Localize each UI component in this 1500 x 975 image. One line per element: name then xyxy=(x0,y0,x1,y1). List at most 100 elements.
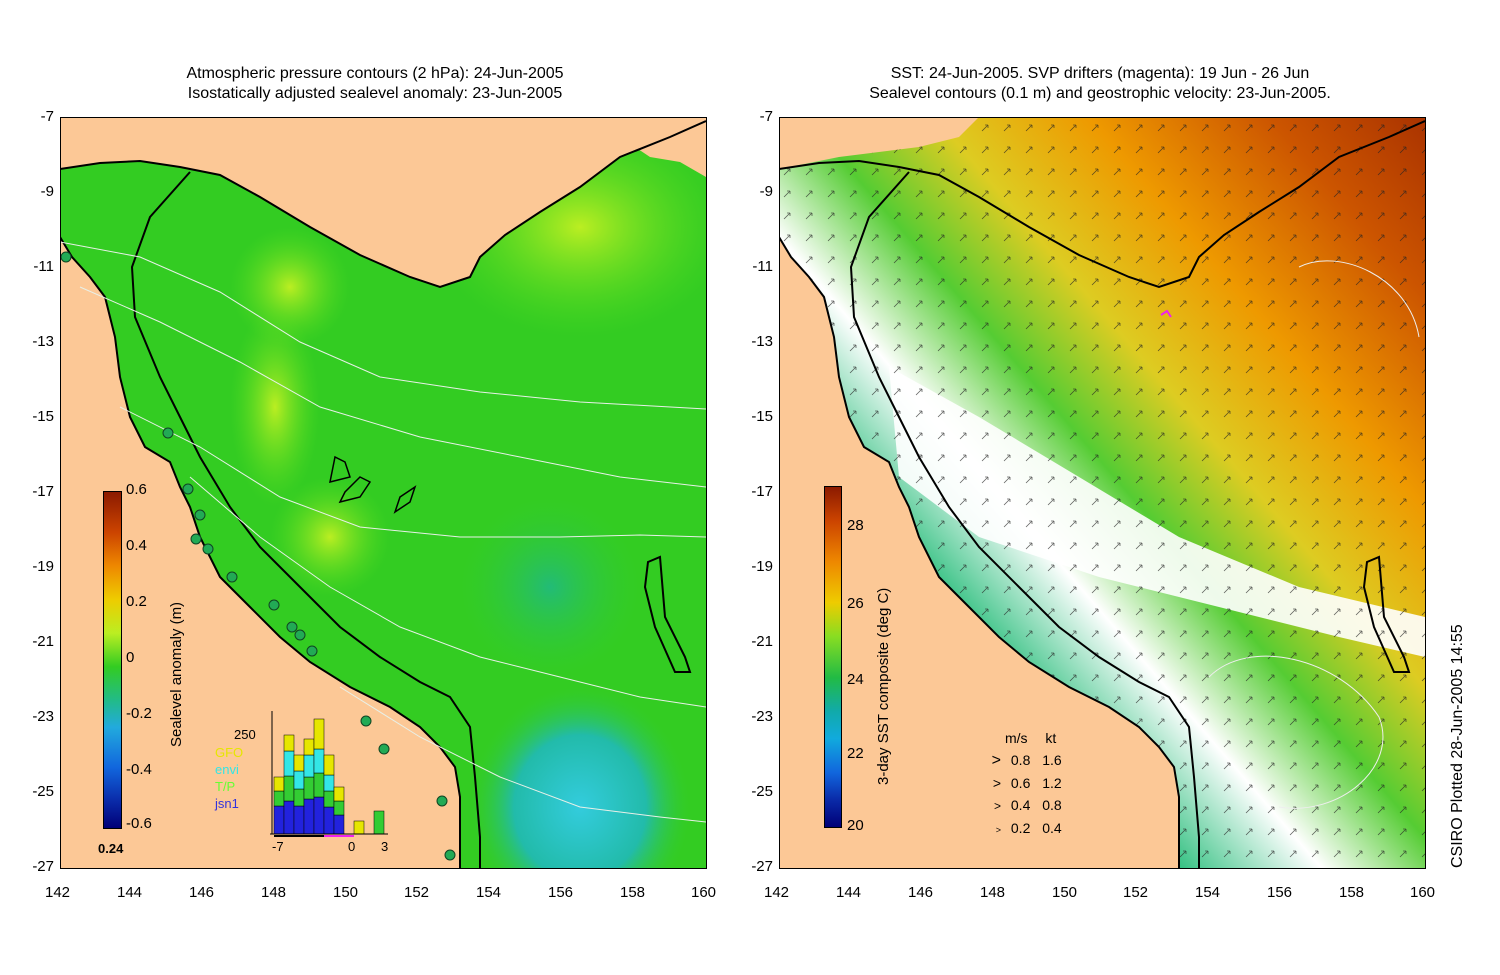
island-new-caledonia xyxy=(643,555,692,673)
left-colorbar-ticks: 0.6 0.4 0.2 0 -0.2 -0.4 -0.6 xyxy=(126,481,176,841)
legend-envi: envi xyxy=(215,762,239,777)
right-xtick-1: 144 xyxy=(836,884,862,901)
histogram-top-label: 250 xyxy=(234,727,256,742)
velocity-key-row-3: > 0.2 0.4 xyxy=(975,817,1062,841)
right-title-line2: Sealevel contours (0.1 m) and geostrophi… xyxy=(869,85,1331,102)
velocity-key-ms: m/s xyxy=(1005,730,1028,746)
left-xtick-3: 148 xyxy=(261,884,287,901)
left-xtick-0: 142 xyxy=(45,884,71,901)
right-cbar-tick-1: 26 xyxy=(847,595,864,612)
right-xtick-8: 158 xyxy=(1339,884,1365,901)
pressure-contour-4 xyxy=(189,476,706,708)
right-xtick-9: 160 xyxy=(1410,884,1436,901)
velocity-key-ms-1: 0.6 xyxy=(1010,775,1031,791)
tide-gauge-markers xyxy=(60,251,456,861)
left-ytick-9: -25 xyxy=(32,783,54,800)
left-cbar-tick-6: -0.6 xyxy=(126,815,152,832)
left-xtick-4: 150 xyxy=(333,884,359,901)
velocity-key-ms-2: 0.4 xyxy=(1010,797,1031,813)
right-colorbar-ticks: 28 26 24 22 20 xyxy=(847,517,887,837)
pressure-contour-1 xyxy=(60,241,706,410)
anomaly-cyan-s xyxy=(470,687,690,868)
arrow-06-icon: > xyxy=(992,775,1001,791)
histogram-bars xyxy=(270,711,388,837)
histogram-xtick-2: 3 xyxy=(381,839,389,854)
anomaly-yellow-w xyxy=(230,307,320,507)
left-xtick-7: 156 xyxy=(548,884,574,901)
pressure-contour-5 xyxy=(339,686,706,823)
velocity-key-kt-3: 0.4 xyxy=(1042,820,1062,836)
right-xtick-3: 148 xyxy=(980,884,1006,901)
coastline-australia-right xyxy=(779,236,1180,868)
pressure-contour-3 xyxy=(119,406,706,538)
left-map-graphic xyxy=(60,117,706,868)
sealevel-contour-2 xyxy=(1298,260,1420,338)
velocity-key-ms-0: 0.8 xyxy=(1010,752,1031,768)
right-cbar-tick-4: 20 xyxy=(847,817,864,834)
svp-drifter-track xyxy=(1160,309,1172,318)
left-title: Atmospheric pressure contours (2 hPa): 2… xyxy=(100,64,650,104)
histogram-legend: GFO envi T/P jsn1 xyxy=(215,744,243,812)
velocity-key: m/s kt > 0.8 1.6 > 0.6 1.2 > 0.4 0.8 > 0… xyxy=(975,727,1062,841)
anomaly-yellow-c xyxy=(270,477,390,597)
velocity-key-row-1: > 0.6 1.2 xyxy=(975,772,1062,794)
right-xtick-0: 142 xyxy=(764,884,790,901)
left-ytick-10: -27 xyxy=(32,858,54,875)
velocity-key-header: m/s kt xyxy=(1005,727,1092,749)
legend-gfo: GFO xyxy=(215,745,244,760)
island-coral-sea-3 xyxy=(393,485,417,514)
anomaly-teal-e xyxy=(460,497,640,677)
left-cbar-tick-0: 0.6 xyxy=(126,481,147,498)
coastline-png-right xyxy=(779,120,1425,289)
right-ytick-4: -15 xyxy=(751,408,773,425)
left-cbar-tick-4: -0.2 xyxy=(126,705,152,722)
left-map: 0.6 0.4 0.2 0 -0.2 -0.4 -0.6 Sealevel an… xyxy=(60,117,706,868)
right-map: 28 26 24 22 20 3-day SST composite (deg … xyxy=(779,117,1425,868)
left-xtick-8: 158 xyxy=(620,884,646,901)
left-xtick-6: 154 xyxy=(476,884,502,901)
arrow-04-icon: > xyxy=(993,799,1001,813)
velocity-key-kt-2: 0.8 xyxy=(1042,797,1062,813)
legend-jsn1: jsn1 xyxy=(215,796,239,811)
right-title: SST: 24-Jun-2005. SVP drifters (magenta)… xyxy=(800,64,1400,104)
velocity-key-row-0: > 0.8 1.6 xyxy=(975,749,1062,772)
right-ytick-6: -19 xyxy=(751,558,773,575)
legend-tp: T/P xyxy=(215,779,236,794)
velocity-key-kt-1: 1.2 xyxy=(1042,775,1062,791)
island-coral-sea-2 xyxy=(338,476,372,504)
velocity-key-row-2: > 0.4 0.8 xyxy=(975,794,1062,817)
land-png xyxy=(60,117,706,287)
right-ytick-10: -27 xyxy=(751,858,773,875)
left-cbar-tick-3: 0 xyxy=(126,649,135,666)
left-title-line2: Isostatically adjusted sealevel anomaly:… xyxy=(187,85,563,102)
land-islands-east xyxy=(620,117,706,177)
right-ytick-5: -17 xyxy=(751,483,773,500)
left-cbar-tick-2: 0.2 xyxy=(126,593,147,610)
land-australia-right xyxy=(779,237,1179,868)
left-colorbar-corner: 0.24 xyxy=(98,841,124,856)
right-cbar-tick-2: 24 xyxy=(847,671,864,688)
velocity-key-ms-3: 0.2 xyxy=(1010,820,1031,836)
left-ytick-1: -9 xyxy=(40,183,54,200)
right-cbar-tick-3: 22 xyxy=(847,745,864,762)
left-ytick-4: -15 xyxy=(32,408,54,425)
right-cbar-tick-0: 28 xyxy=(847,517,864,534)
left-xtick-9: 160 xyxy=(691,884,717,901)
histogram-xtick-0: -7 xyxy=(272,839,284,854)
velocity-key-kt: kt xyxy=(1045,730,1057,746)
left-cbar-tick-1: 0.4 xyxy=(126,537,147,554)
right-xtick-2: 146 xyxy=(908,884,934,901)
coastline-png xyxy=(60,120,706,289)
land-australia xyxy=(60,237,460,868)
right-ytick-9: -25 xyxy=(751,783,773,800)
island-coral-sea-1 xyxy=(329,455,351,484)
left-ytick-5: -17 xyxy=(32,483,54,500)
left-ytick-0: -7 xyxy=(40,108,54,125)
left-colorbar-label: Sealevel anomaly (m) xyxy=(168,601,185,747)
left-cbar-tick-5: -0.4 xyxy=(126,761,152,778)
left-title-line1: Atmospheric pressure contours (2 hPa): 2… xyxy=(186,65,564,82)
left-xtick-2: 146 xyxy=(189,884,215,901)
right-xtick-5: 152 xyxy=(1123,884,1149,901)
right-ytick-3: -13 xyxy=(751,333,773,350)
right-ytick-0: -7 xyxy=(759,108,773,125)
